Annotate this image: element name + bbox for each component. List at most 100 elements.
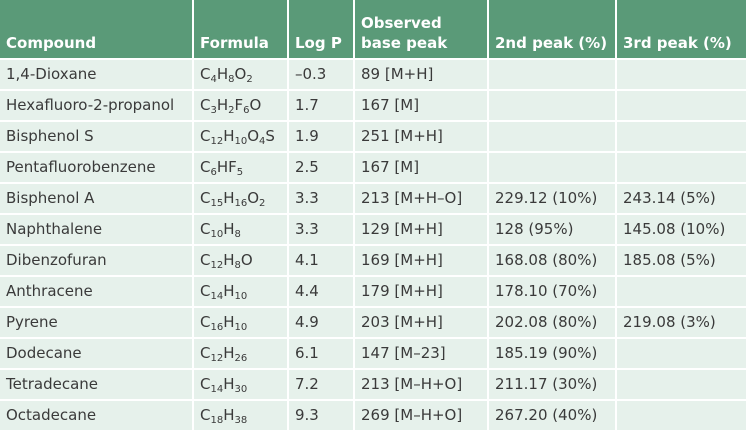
formula-element: O [247, 127, 260, 145]
cell-3rd-peak: 145.08 (10%) [616, 213, 746, 245]
cell-compound: Pentafluorobenzene [0, 151, 194, 183]
cell-formula: C16H10 [193, 306, 289, 338]
formula-element: O [240, 251, 253, 269]
formula-count: 6 [243, 105, 250, 116]
cell-compound: Octadecane [0, 399, 194, 430]
table-row: Anthracene C14H10 4.4 179 [M+H] 178.10 (70%) [0, 275, 746, 307]
cell-3rd-peak [616, 399, 746, 430]
formula-count: 14 [210, 384, 224, 395]
formula-element: C [200, 65, 211, 83]
cell-compound: Dibenzofuran [0, 244, 194, 276]
cell-base-peak: 213 [M+H–O] [354, 182, 489, 214]
formula-element: H [223, 344, 235, 362]
formula-count: 4 [259, 136, 266, 147]
header-compound: Compound [0, 0, 194, 59]
cell-logp: 7.2 [288, 368, 355, 400]
cell-logp: 9.3 [288, 399, 355, 430]
formula-element: H [223, 375, 235, 393]
cell-formula: C10H8 [193, 213, 289, 245]
formula-count: 14 [210, 291, 224, 302]
formula-element: H [223, 282, 235, 300]
cell-2nd-peak [488, 89, 617, 121]
formula-element: H [223, 220, 235, 238]
formula-element: C [200, 251, 211, 269]
formula-count: 30 [234, 384, 248, 395]
cell-2nd-peak: 202.08 (80%) [488, 306, 617, 338]
cell-2nd-peak: 185.19 (90%) [488, 337, 617, 369]
formula-count: 26 [234, 353, 248, 364]
formula-element: H [223, 406, 235, 424]
table-header: Compound Formula Log P Observed base peak… [0, 0, 746, 59]
cell-formula: C18H38 [193, 399, 289, 430]
cell-formula: C12H10O4S [193, 120, 289, 152]
cell-3rd-peak: 185.08 (5%) [616, 244, 746, 276]
table-row: Naphthalene C10H8 3.3 129 [M+H] 128 (95%) 145… [0, 213, 746, 245]
cell-compound: Anthracene [0, 275, 194, 307]
formula-count: 8 [234, 260, 241, 271]
cell-2nd-peak: 229.12 (10%) [488, 182, 617, 214]
header-observed-line1: Observed [361, 14, 442, 32]
formula-count: 16 [234, 198, 248, 209]
cell-base-peak: 167 [M] [354, 151, 489, 183]
table-row: Pyrene C16H10 4.9 203 [M+H] 202.08 (80%) 219.… [0, 306, 746, 338]
cell-logp: 4.1 [288, 244, 355, 276]
formula-element: C [200, 282, 211, 300]
formula-count: 12 [210, 353, 224, 364]
cell-formula: C4H8O2 [193, 58, 289, 90]
cell-base-peak: 203 [M+H] [354, 306, 489, 338]
cell-logp: 4.4 [288, 275, 355, 307]
cell-2nd-peak [488, 120, 617, 152]
formula-count: 2 [259, 198, 266, 209]
formula-count: 15 [210, 198, 224, 209]
table-row: Bisphenol A C15H16O2 3.3 213 [M+H–O] 229.12 … [0, 182, 746, 214]
formula-element: C [200, 189, 211, 207]
cell-formula: C14H30 [193, 368, 289, 400]
formula-element: H [223, 251, 235, 269]
cell-formula: C15H16O2 [193, 182, 289, 214]
cell-base-peak: 213 [M–H+O] [354, 368, 489, 400]
formula-count: 12 [210, 136, 224, 147]
cell-3rd-peak [616, 89, 746, 121]
cell-2nd-peak [488, 151, 617, 183]
header-logp: Log P [288, 0, 355, 59]
cell-compound: Pyrene [0, 306, 194, 338]
header-formula: Formula [193, 0, 289, 59]
header-2nd-peak: 2nd peak (%) [488, 0, 617, 59]
cell-base-peak: 89 [M+H] [354, 58, 489, 90]
formula-count: 2 [246, 74, 253, 85]
formula-element: HF [216, 158, 237, 176]
header-observed-line2: base peak [361, 34, 448, 52]
cell-base-peak: 269 [M–H+O] [354, 399, 489, 430]
cell-3rd-peak [616, 337, 746, 369]
cell-2nd-peak: 267.20 (40%) [488, 399, 617, 430]
formula-count: 6 [210, 167, 217, 178]
cell-3rd-peak: 243.14 (5%) [616, 182, 746, 214]
cell-formula: C6HF5 [193, 151, 289, 183]
cell-formula: C12H26 [193, 337, 289, 369]
formula-count: 4 [210, 74, 217, 85]
formula-count: 3 [210, 105, 217, 116]
cell-formula: C14H10 [193, 275, 289, 307]
cell-logp: 2.5 [288, 151, 355, 183]
formula-count: 10 [234, 322, 248, 333]
cell-base-peak: 129 [M+H] [354, 213, 489, 245]
formula-count: 10 [234, 136, 248, 147]
cell-3rd-peak [616, 58, 746, 90]
formula-count: 8 [228, 74, 235, 85]
formula-count: 8 [234, 229, 241, 240]
table-body: 1,4-Dioxane C4H8O2 –0.3 89 [M+H] Hexafluoro-… [0, 58, 746, 430]
formula-count: 18 [210, 415, 224, 426]
cell-3rd-peak [616, 120, 746, 152]
formula-count: 10 [210, 229, 224, 240]
table-row: Pentafluorobenzene C6HF5 2.5 167 [M] [0, 151, 746, 183]
cell-logp: 3.3 [288, 182, 355, 214]
cell-logp: –0.3 [288, 58, 355, 90]
formula-element: C [200, 127, 211, 145]
cell-2nd-peak: 128 (95%) [488, 213, 617, 245]
cell-3rd-peak [616, 151, 746, 183]
cell-base-peak: 169 [M+H] [354, 244, 489, 276]
formula-element: H [216, 65, 229, 83]
cell-formula: C3H2F6O [193, 89, 289, 121]
formula-element: F [234, 96, 244, 114]
formula-count: 12 [210, 260, 224, 271]
